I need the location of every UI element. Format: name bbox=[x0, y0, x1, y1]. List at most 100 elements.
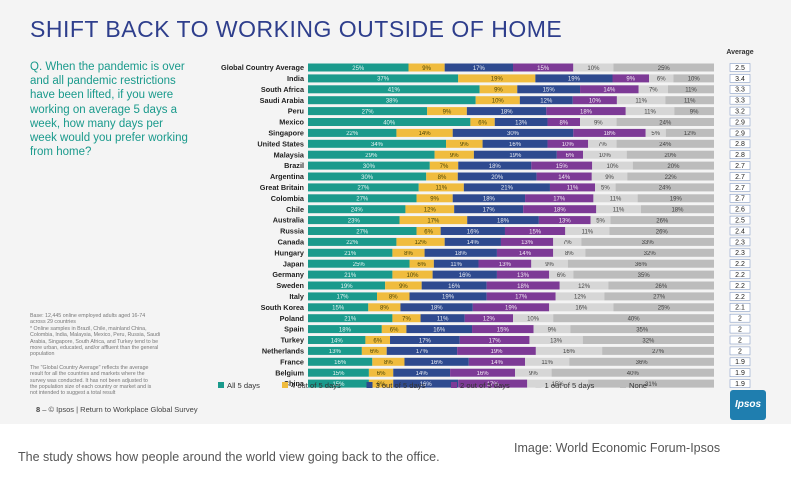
bar-segment bbox=[361, 346, 387, 355]
data-label: 6% bbox=[373, 338, 382, 344]
data-label: 10% bbox=[599, 153, 612, 159]
data-label: 13% bbox=[329, 349, 342, 355]
category-label: Belgium bbox=[275, 368, 304, 377]
data-label: 17% bbox=[416, 349, 429, 355]
legend-label: All 5 days bbox=[227, 381, 260, 390]
category-label: Sweden bbox=[276, 281, 304, 290]
bar-segment bbox=[588, 379, 714, 388]
data-label: 19% bbox=[670, 197, 683, 203]
category-label: France bbox=[280, 357, 304, 366]
data-label: 15% bbox=[543, 88, 556, 94]
average-value: 2.3 bbox=[735, 250, 745, 257]
bar-segment bbox=[405, 205, 455, 214]
average-box bbox=[729, 270, 751, 279]
bar-segment bbox=[404, 357, 469, 366]
data-label: 27% bbox=[653, 295, 666, 301]
data-label: 18% bbox=[339, 327, 352, 333]
average-value: 2.3 bbox=[735, 239, 745, 246]
data-label: 25% bbox=[658, 66, 671, 72]
data-label: 25% bbox=[353, 262, 366, 268]
category-label: Brazil bbox=[284, 161, 304, 170]
data-label: 18% bbox=[483, 197, 496, 203]
data-label: 24% bbox=[659, 142, 672, 148]
category-label: Hungary bbox=[274, 248, 305, 257]
data-label: 35% bbox=[636, 327, 649, 333]
data-label: 19% bbox=[509, 153, 522, 159]
bar-segment bbox=[637, 194, 714, 203]
data-label: 26% bbox=[656, 229, 669, 235]
bar-segment bbox=[536, 172, 592, 181]
legend-label: 3 out of 5 days bbox=[376, 381, 426, 390]
bar-segment bbox=[673, 74, 714, 83]
data-label: 14% bbox=[491, 360, 504, 366]
bar-segment bbox=[368, 368, 394, 377]
category-label: Canada bbox=[278, 238, 305, 247]
bar-segment bbox=[531, 161, 593, 170]
bar-segment bbox=[604, 292, 714, 301]
bar-segment bbox=[416, 227, 441, 235]
data-label: 21% bbox=[344, 317, 357, 323]
bar-segment bbox=[390, 336, 460, 344]
data-label: 8% bbox=[438, 175, 447, 181]
data-label: 5% bbox=[651, 131, 660, 137]
bar-segment bbox=[535, 74, 613, 83]
bar-segment bbox=[458, 161, 532, 170]
bar-segment bbox=[553, 237, 582, 246]
data-label: 36% bbox=[636, 360, 649, 366]
bar-segment bbox=[457, 172, 537, 181]
bar-segment bbox=[463, 183, 550, 192]
footnote-line: Base: 12,445 online employed adults aged… bbox=[30, 313, 146, 319]
average-box bbox=[729, 346, 751, 356]
data-label: 14% bbox=[467, 240, 480, 246]
bar-segment bbox=[308, 74, 459, 83]
data-label: 16% bbox=[431, 360, 444, 366]
bar-segment bbox=[386, 346, 458, 355]
data-label: 17% bbox=[515, 295, 528, 301]
bar-segment bbox=[515, 368, 552, 377]
bar-segment bbox=[308, 96, 476, 105]
bar-segment bbox=[308, 368, 369, 377]
image-credit: Image: World Economic Forum-Ipsos bbox=[514, 441, 721, 455]
bar-segment bbox=[392, 314, 421, 323]
data-label: 16% bbox=[433, 327, 446, 333]
data-label: 12% bbox=[424, 208, 437, 214]
average-box bbox=[729, 324, 751, 334]
data-label: 17% bbox=[553, 197, 566, 203]
bar-segment bbox=[452, 194, 526, 203]
bar-segment bbox=[308, 150, 435, 159]
bar-segment bbox=[308, 118, 471, 126]
bar-segment bbox=[649, 74, 674, 83]
category-label: Argentina bbox=[270, 172, 305, 181]
bar-segment bbox=[615, 183, 714, 192]
bar-segment bbox=[608, 281, 714, 290]
bar-segment bbox=[457, 346, 536, 355]
average-value: 2 bbox=[738, 348, 742, 355]
data-label: 6% bbox=[478, 120, 487, 126]
bar-segment bbox=[627, 172, 714, 181]
bar-segment bbox=[583, 150, 627, 159]
bar-segment bbox=[424, 248, 497, 257]
category-label: Chile bbox=[286, 205, 304, 214]
data-label: 20% bbox=[491, 175, 504, 181]
bar-segment bbox=[308, 128, 397, 137]
bar-segment bbox=[418, 183, 464, 192]
data-label: 18% bbox=[554, 208, 567, 214]
data-label: 25% bbox=[658, 306, 671, 312]
bar-segment bbox=[396, 128, 453, 137]
average-box bbox=[729, 95, 751, 105]
bar-segment bbox=[645, 128, 666, 137]
bar-segment bbox=[667, 85, 714, 94]
data-label: 27% bbox=[356, 197, 369, 203]
bar-segment bbox=[580, 118, 617, 126]
average-box bbox=[729, 85, 751, 94]
data-label: 8% bbox=[380, 306, 389, 312]
category-label: Colombia bbox=[271, 194, 305, 203]
bar-segment bbox=[308, 183, 419, 192]
footnote-line: Arabia, Singapore, South Africa, and Tur… bbox=[30, 338, 159, 345]
data-label: 14% bbox=[603, 88, 616, 94]
bar-segment bbox=[613, 303, 714, 312]
bar-segment bbox=[381, 325, 407, 334]
bar-segment bbox=[551, 368, 714, 377]
data-label: 10% bbox=[492, 99, 505, 105]
